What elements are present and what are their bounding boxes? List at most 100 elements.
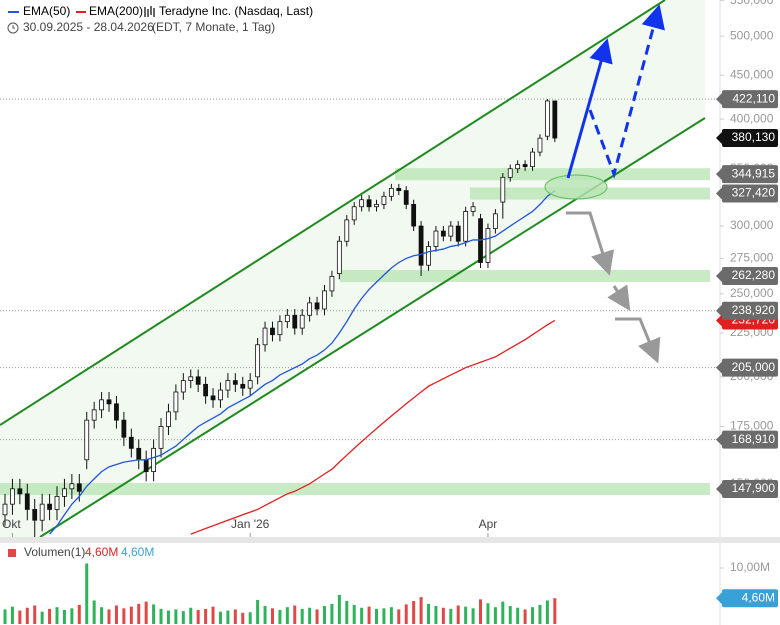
candle-body [151,447,157,472]
volume-bar [248,612,252,624]
price-box-label: 205,000 [732,360,776,374]
candle-body [195,376,201,385]
candle-body [240,383,246,389]
candle-body [277,321,283,336]
candle-body [552,100,558,139]
y-tick-label: 450,000 [730,67,774,81]
volume-bar [293,605,297,624]
price-box-pointer [716,314,722,327]
volume-bar [441,607,445,624]
clock-hand [12,25,15,29]
volume-pane: 10,00M 4,60M [3,560,778,624]
volume-bar [159,608,163,624]
candle-body [336,240,342,274]
candle-body [418,225,424,266]
price-box-label: 168,910 [732,432,776,446]
plot [2,99,558,537]
price-box-label: 344,915 [732,166,776,180]
volume-bar [330,603,334,624]
pane-divider [0,537,780,543]
volume-bar [479,599,483,624]
price-box-pointer [716,93,722,106]
volume-bar [70,608,74,624]
candle-body [403,190,409,205]
candle-body [359,199,365,208]
candle-body [537,137,543,153]
clock-icon [7,22,19,34]
volume-bar [285,607,289,624]
y-tick-label: 275,000 [730,251,774,265]
y-tick-label: 250,000 [730,286,774,300]
candle-body [54,495,60,510]
candle-body [173,391,179,413]
candle-body [99,399,104,411]
y-tick-label: 500,000 [730,28,774,42]
volume-bar [10,606,14,624]
price-box [722,267,778,286]
volume-bar [300,608,304,624]
candle-body [374,203,379,208]
ema-line [49,190,556,535]
volume-bar [367,606,371,624]
volume-bar [434,606,438,624]
candle-body [32,509,38,521]
price-box [722,129,778,148]
candle-body [507,168,513,178]
price-box-label: 238,920 [732,303,776,317]
volume-bar [18,610,22,624]
candle-body [106,399,112,405]
price-box [722,165,778,184]
volume-bar [174,609,178,624]
date-range: 30.09.2025 - 28.04.2026 [23,20,154,34]
channel-upper [0,0,666,426]
candle-body [381,195,387,205]
scenario-arrow-down-2 [607,284,631,312]
candle-body [329,276,335,292]
volume-bar [211,606,215,624]
volume-bar [382,608,386,624]
candle-body [544,100,550,137]
axis: 150,000175,000200,000225,000250,000275,0… [2,0,778,537]
price-box-pointer [716,433,722,446]
volume-bar [352,604,356,624]
volume-bar [25,607,29,624]
scenario-arrow-dashed [588,4,665,179]
volume-bar [256,599,260,624]
volume-bar [449,608,453,624]
x-tick-label: Apr [479,517,498,531]
volume-bar [538,604,542,624]
volume-bar [270,608,274,624]
x-tick-label: Okt [2,517,21,531]
volume-bar [129,606,133,624]
candle-body [128,436,134,449]
candle-body [262,327,268,346]
volume-bar [189,607,193,624]
candle-body [314,302,320,310]
candle-body [47,503,52,510]
candle-body [515,164,521,170]
legend-label: EMA(50) [23,4,70,18]
volume-bar [137,603,141,624]
volume-bar [545,600,549,624]
volume-bar [196,610,200,624]
volume-bar [493,607,497,624]
volume-bar [40,611,44,624]
candle-body [10,488,15,505]
volume-bar [33,605,37,624]
candle-body [322,290,327,310]
volume-bar [144,601,148,624]
volume-bar [456,605,460,624]
candle-body [17,488,23,495]
candle-body [522,164,528,168]
zones [0,98,720,496]
candle-body [388,187,394,197]
candle-body [2,503,8,516]
candle-body [470,206,476,212]
volume-bar [48,608,52,624]
volume-bar [85,563,89,624]
price-box-label: 380,130 [732,130,776,144]
volume-bar [531,607,535,624]
volume-bar [516,607,520,624]
candle-body [24,493,30,510]
